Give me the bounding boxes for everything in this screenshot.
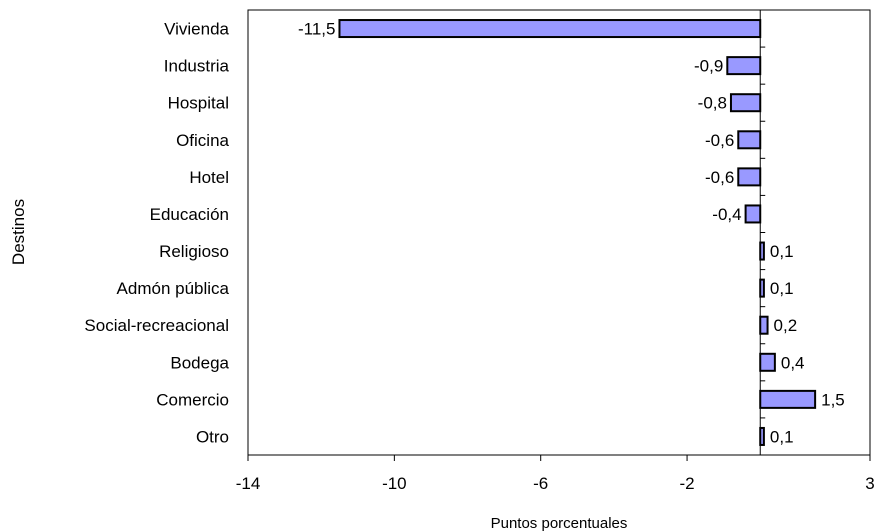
category-label: Educación: [150, 205, 229, 224]
x-tick-label: 3: [865, 474, 874, 493]
bar-religioso: [759, 241, 765, 261]
data-label: 0,1: [770, 427, 794, 446]
x-tick-label: -14: [236, 474, 261, 493]
bar-hotel: [737, 167, 762, 187]
data-label: 0,2: [774, 316, 798, 335]
data-label: -11,5: [298, 20, 336, 39]
bar-industria: [726, 56, 762, 76]
category-label: Religioso: [159, 242, 229, 261]
bar-hospital: [729, 93, 762, 113]
x-tick-label: -2: [679, 474, 694, 493]
category-label: Hospital: [168, 94, 229, 113]
plot-area: [247, 9, 871, 456]
data-label: 0,1: [770, 242, 794, 261]
bar-vivienda: [338, 19, 762, 39]
bars-layer: -11,5 -0,9 -0,8 -0,6 -0,6 -0,4 0,1 0,1 0,2 0,4 1,5…: [298, 9, 845, 456]
category-label: Otro: [196, 427, 229, 446]
category-labels: Vivienda Industria Hospital Oficina Hotel Edu…: [84, 20, 229, 447]
bar-educaci-n: [744, 204, 762, 224]
category-label: Bodega: [170, 353, 229, 372]
bar-bodega: [759, 352, 776, 372]
bar-oficina: [737, 130, 762, 150]
data-label: -0,9: [694, 57, 723, 76]
data-label: -0,4: [712, 205, 741, 224]
category-label: Oficina: [176, 131, 229, 150]
data-label: -0,6: [705, 131, 734, 150]
data-label: 0,4: [781, 353, 805, 372]
y-axis-label: Destinos: [9, 199, 28, 265]
data-label: 1,5: [821, 390, 845, 409]
x-axis-ticks: -14 -10 -6 -2 3: [236, 455, 875, 493]
category-label: Social-recreacional: [84, 316, 229, 335]
bar-social-recreacional: [759, 315, 769, 335]
x-axis-label: Puntos porcentuales: [491, 515, 628, 531]
category-label: Comercio: [156, 390, 229, 409]
data-label: -0,8: [698, 94, 727, 113]
data-label: 0,1: [770, 279, 794, 298]
category-label: Admón pública: [117, 279, 230, 298]
bar-otro: [759, 426, 765, 446]
bar-comercio: [759, 389, 817, 409]
category-label: Hotel: [189, 168, 229, 187]
bar-adm-n-p-blica: [759, 278, 765, 298]
category-label: Industria: [164, 57, 230, 76]
category-label: Vivienda: [164, 20, 229, 39]
x-tick-label: -6: [533, 474, 548, 493]
x-tick-label: -10: [382, 474, 407, 493]
data-label: -0,6: [705, 168, 734, 187]
